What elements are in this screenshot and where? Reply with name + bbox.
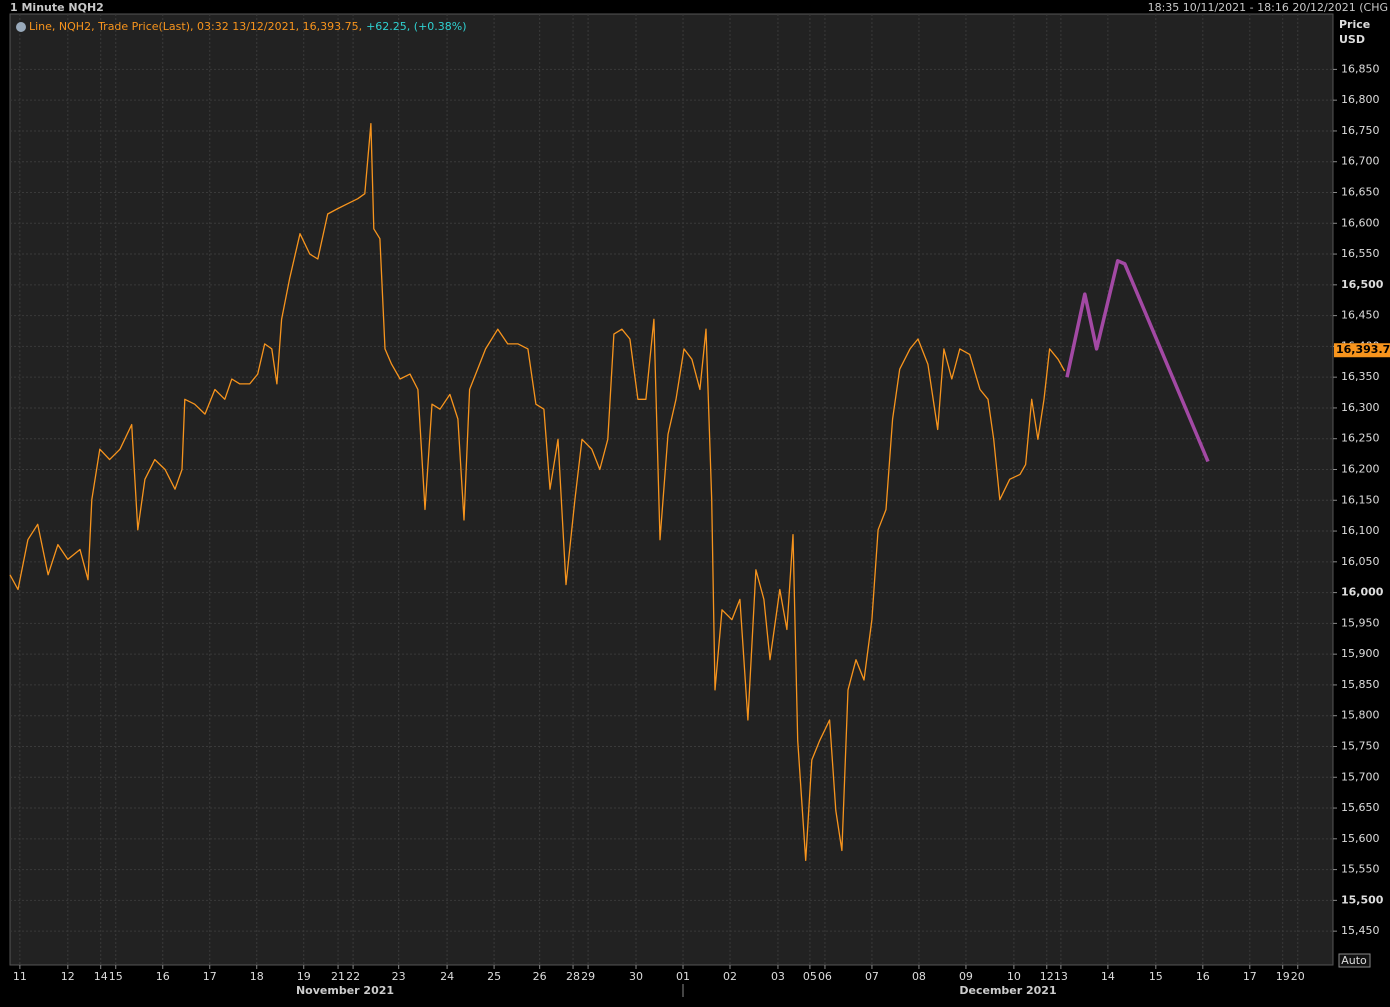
x-tick-label: 20	[1291, 970, 1305, 983]
x-tick-label: 19	[1276, 970, 1290, 983]
y-tick-label: 15,900	[1341, 647, 1380, 660]
y-tick-label: 16,850	[1341, 62, 1380, 75]
y-tick-label: 15,950	[1341, 616, 1380, 629]
x-tick-label: 06	[818, 970, 832, 983]
x-tick-label: 15	[109, 970, 123, 983]
y-tick-label: 16,650	[1341, 186, 1380, 199]
x-tick-label: 22	[346, 970, 360, 983]
x-tick-label: 08	[912, 970, 926, 983]
x-tick-label: 17	[1243, 970, 1257, 983]
y-tick-label: 16,500	[1341, 278, 1384, 291]
y-tick-label: 16,350	[1341, 370, 1380, 383]
last-price-tag	[1334, 343, 1390, 358]
last-price-label: 16,393.75	[1336, 343, 1390, 356]
price-line	[9, 122, 1066, 862]
y-tick-label: 16,750	[1341, 124, 1380, 137]
y-tick-label: 16,300	[1341, 401, 1380, 414]
y-tick-label: 16,700	[1341, 155, 1380, 168]
month-label: December 2021	[959, 984, 1056, 997]
x-tick-label: 28	[566, 970, 580, 983]
y-axis-unit: USD	[1339, 33, 1365, 46]
x-tick-label: 25	[487, 970, 501, 983]
plot-area	[9, 13, 1334, 966]
trend-drawing	[1065, 259, 1210, 463]
x-tick-label: 23	[392, 970, 406, 983]
y-tick-label: 15,550	[1341, 863, 1380, 876]
x-tick-label: 30	[629, 970, 643, 983]
x-tick-label: 16	[156, 970, 170, 983]
legend-text: Line, NQH2, Trade Price(Last), 03:32 13/…	[29, 20, 362, 33]
y-tick-label: 15,850	[1341, 678, 1380, 691]
time-range: 18:35 10/11/2021 - 18:16 20/12/2021 (CHG	[1148, 1, 1388, 14]
x-tick-label: 12	[61, 970, 75, 983]
auto-button-label[interactable]: Auto	[1341, 954, 1367, 967]
x-tick-label: 14	[1101, 970, 1115, 983]
x-tick-label: 24	[440, 970, 454, 983]
x-tick-label: 12	[1040, 970, 1054, 983]
x-tick-label: 16	[1196, 970, 1210, 983]
y-tick-label: 16,200	[1341, 462, 1380, 475]
legend: Line, NQH2, Trade Price(Last), 03:32 13/…	[29, 20, 467, 33]
x-tick-label: 01	[676, 970, 690, 983]
y-tick-label: 16,000	[1341, 586, 1384, 599]
chart-title: 1 Minute NQH2	[10, 1, 104, 14]
legend-change: +62.25, (+0.38%)	[366, 20, 466, 33]
x-tick-label: 19	[297, 970, 311, 983]
y-tick-label: 16,150	[1341, 493, 1380, 506]
x-tick-label: 15	[1149, 970, 1163, 983]
x-tick-label: 07	[865, 970, 879, 983]
legend-icon	[16, 22, 26, 32]
y-axis-label: Price	[1339, 18, 1370, 31]
y-tick-label: 15,600	[1341, 832, 1380, 845]
x-tick-label: 10	[1007, 970, 1021, 983]
x-tick-label: 02	[723, 970, 737, 983]
y-tick-label: 15,650	[1341, 801, 1380, 814]
y-tick-label: 15,750	[1341, 739, 1380, 752]
x-tick-label: 18	[250, 970, 264, 983]
x-tick-label: 14	[94, 970, 108, 983]
x-tick-label: 29	[581, 970, 595, 983]
x-tick-label: 09	[959, 970, 973, 983]
month-label: November 2021	[296, 984, 394, 997]
x-tick-label: 21	[331, 970, 345, 983]
y-tick-label: 16,550	[1341, 247, 1380, 260]
grid	[10, 14, 1333, 965]
y-tick-label: 16,450	[1341, 309, 1380, 322]
x-tick-label: 13	[1054, 970, 1068, 983]
x-tick-label: 26	[533, 970, 547, 983]
x-tick-label: 05	[803, 970, 817, 983]
x-tick-label: 03	[771, 970, 785, 983]
y-tick-label: 15,800	[1341, 709, 1380, 722]
y-tick-label: 16,800	[1341, 93, 1380, 106]
x-tick-label: 11	[13, 970, 27, 983]
y-tick-label: 16,600	[1341, 216, 1380, 229]
y-tick-label: 15,450	[1341, 924, 1380, 937]
y-tick-label: 16,250	[1341, 432, 1380, 445]
y-tick-label: 15,500	[1341, 893, 1384, 906]
auto-button[interactable]	[1338, 953, 1371, 968]
y-tick-label: 16,050	[1341, 555, 1380, 568]
y-tick-label: 15,700	[1341, 770, 1380, 783]
y-tick-label: 16,100	[1341, 524, 1380, 537]
x-tick-label: 17	[203, 970, 217, 983]
